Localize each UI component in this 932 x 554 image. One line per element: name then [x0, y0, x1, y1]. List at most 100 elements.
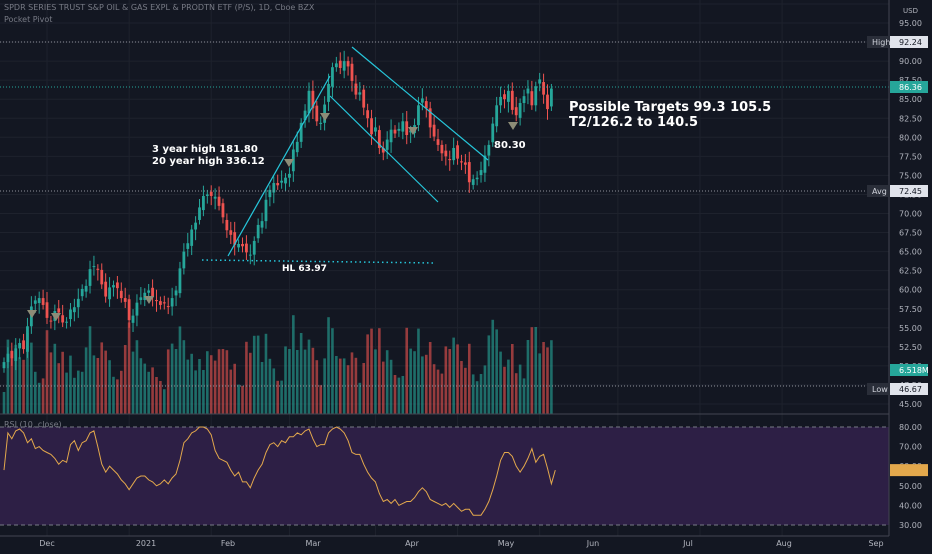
candle-body [307, 90, 311, 114]
y-tick-label: 95.00 [899, 19, 922, 28]
candle-body [84, 285, 88, 292]
candle-body [123, 298, 127, 302]
candle-body [401, 121, 405, 132]
volume-bar [198, 359, 201, 414]
candle-body [334, 63, 338, 68]
candle-body [374, 127, 377, 132]
trend-overlays [0, 41, 889, 387]
high-tag-label-box [867, 36, 890, 48]
y-tick-label: 80.00 [899, 133, 922, 142]
volume-bar [389, 359, 393, 414]
volume-bar [155, 377, 158, 414]
volume-bar [507, 359, 510, 414]
pocket-pivot-marker [144, 296, 154, 304]
volume-bar [190, 353, 193, 414]
candle-body [280, 180, 284, 183]
candle-body [424, 101, 428, 109]
volume-bar [319, 385, 323, 414]
avg-tag-label-box [867, 185, 890, 197]
candle-body [506, 90, 510, 102]
candle-body [139, 297, 143, 300]
volume-bar [100, 342, 104, 414]
candle-body [315, 105, 319, 122]
volume-bars [2, 315, 553, 414]
y-tick-label: 82.50 [899, 114, 922, 123]
volume-bar [241, 385, 244, 414]
volume-bar [436, 369, 440, 414]
candle-body [45, 302, 49, 318]
volume-bar [456, 344, 459, 414]
candle-body [248, 254, 252, 256]
y-tick-label: 55.00 [899, 324, 922, 333]
candle-body [338, 60, 342, 68]
annotation-hl: HL 63.97 [282, 264, 327, 274]
candle-body [366, 110, 370, 119]
volume-bar [331, 328, 334, 414]
annotation-targets-line2: T2/126.2 to 140.5 [569, 115, 699, 130]
price-candles [2, 50, 553, 373]
candle-body [159, 301, 162, 305]
volume-bar [542, 342, 545, 414]
y-tick-label: 65.00 [899, 248, 922, 257]
volume-bar [18, 357, 21, 414]
volume-bar [256, 335, 260, 414]
volume-bar [378, 328, 381, 414]
candle-body [389, 129, 393, 143]
volume-bar [295, 350, 299, 414]
candle-body [405, 121, 409, 136]
candle-body [10, 351, 14, 359]
candle-body [495, 105, 499, 127]
candle-body [49, 320, 53, 322]
candle-body [209, 191, 213, 196]
volume-bar [6, 339, 10, 414]
volume-bar [147, 371, 150, 414]
x-tick-label: Feb [221, 539, 235, 548]
volume-bar [460, 361, 463, 414]
candle-body [397, 128, 401, 131]
volume-bar [495, 329, 498, 414]
low-tag-value: 46.67 [899, 385, 922, 394]
candle-body [37, 298, 41, 304]
volume-bar [2, 392, 6, 414]
volume-bar [342, 358, 346, 414]
candle-body [420, 98, 424, 103]
volume-bar [249, 352, 252, 414]
volume-bar [49, 352, 53, 414]
candle-body [69, 309, 72, 320]
low-tag: Low 46.67 [867, 383, 928, 395]
candle-body [104, 281, 108, 297]
volume-bar [163, 389, 166, 414]
volume-bar [76, 370, 80, 414]
volume-bar [335, 356, 338, 414]
volume-bar [338, 358, 342, 414]
candle-body [65, 321, 68, 323]
volume-bar [69, 355, 72, 414]
rsi-tick-label: 70.00 [899, 443, 922, 452]
rsi-band [0, 427, 889, 525]
candle-body [319, 122, 323, 124]
x-tick-label: Apr [405, 539, 420, 548]
candle-body [100, 269, 104, 285]
candle-body [448, 159, 452, 161]
last-price-tag-value: 86.36 [899, 83, 922, 92]
volume-bar [264, 333, 268, 414]
volume-bar [471, 374, 475, 414]
volume-bar [550, 340, 553, 414]
x-tick-label: 2021 [136, 539, 156, 548]
trendline-channel-lower [329, 95, 439, 203]
candle-body [252, 240, 256, 255]
y-tick-label: 87.50 [899, 76, 922, 85]
candle-body [18, 343, 22, 349]
rsi-line [0, 426, 889, 526]
candle-body [26, 326, 29, 352]
candle-body [288, 173, 291, 178]
x-tick-label: Jun [586, 539, 600, 548]
candle-body [170, 298, 174, 307]
rsi-tick-label: 50.00 [899, 482, 922, 491]
volume-bar [170, 343, 174, 414]
pocket-pivot-marker [508, 122, 518, 130]
candle-body [331, 67, 334, 87]
